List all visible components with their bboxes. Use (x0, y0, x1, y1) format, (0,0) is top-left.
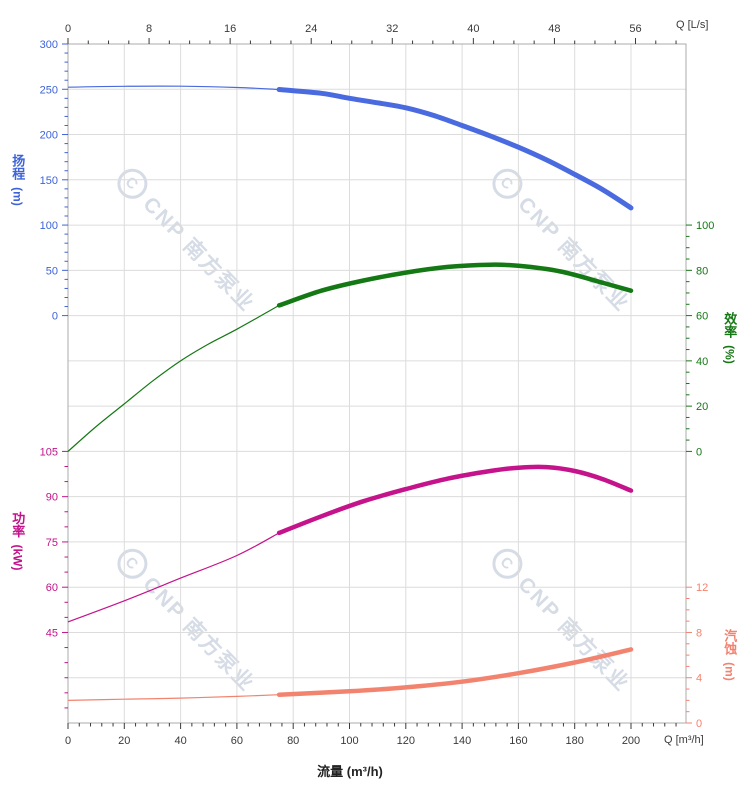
x-axis-title: 流量 (m³/h) (317, 764, 383, 779)
tick-label-head: 0 (52, 311, 58, 323)
y-axis-title-head: 扬程 (m) (10, 154, 26, 206)
tick-label-x-top: 8 (146, 23, 152, 35)
tick-label-efficiency: 40 (696, 356, 708, 368)
tick-label-head: 50 (46, 265, 58, 277)
tick-label-x-bottom: 180 (566, 735, 584, 747)
curve-efficiency-thin (67, 304, 280, 452)
tick-label-x-top: 40 (467, 23, 479, 35)
tick-label-x-top: 24 (305, 23, 317, 35)
tick-label-x-bottom: 40 (174, 735, 186, 747)
plot-border (67, 43, 687, 724)
y-axis-title-npsh: 汽蚀 (m) (722, 629, 738, 681)
tick-label-power: 90 (46, 492, 58, 504)
tick-label-x-bottom: 0 (65, 735, 71, 747)
tick-label-x-top: 56 (629, 23, 641, 35)
tick-label-x-bottom: 140 (453, 735, 471, 747)
tick-label-x-bottom: 60 (231, 735, 243, 747)
y-axis-title-efficiency: 效率 (%) (722, 312, 738, 364)
x-axis-bottom-unit-label: Q [m³/h] (664, 734, 704, 746)
tick-label-x-bottom: 100 (340, 735, 358, 747)
y-axis-title-text: 功率 (10, 511, 26, 538)
tick-label-npsh: 0 (696, 718, 702, 730)
tick-label-x-bottom: 200 (622, 735, 640, 747)
y-axis-title-text: 效率 (722, 312, 738, 339)
y-axis-unit-text: (m) (10, 187, 25, 206)
y-axis-title-power: 功率 (kW) (10, 511, 26, 571)
tick-label-x-bottom: 160 (509, 735, 527, 747)
tick-label-head: 300 (40, 39, 58, 51)
tick-label-x-bottom: 80 (287, 735, 299, 747)
curve-power-thin (67, 532, 280, 623)
tick-label-x-bottom: 20 (118, 735, 130, 747)
curve-efficiency-thick (276, 262, 634, 308)
tick-label-head: 200 (40, 130, 58, 142)
x-axis-top-unit-label: Q [L/s] (676, 19, 709, 31)
tick-label-x-bottom: 120 (397, 735, 415, 747)
curve-npsh-thick (276, 647, 634, 697)
curve-power-thick (276, 464, 634, 536)
tick-label-x-top: 0 (65, 23, 71, 35)
tick-label-head: 150 (40, 175, 58, 187)
tick-label-npsh: 12 (696, 582, 708, 594)
tick-label-power: 105 (40, 446, 58, 458)
y-axis-unit-text: (m) (722, 662, 737, 681)
tick-label-npsh: 4 (696, 673, 702, 685)
tick-label-power: 45 (46, 627, 58, 639)
tick-label-power: 75 (46, 537, 58, 549)
tick-label-npsh: 8 (696, 627, 702, 639)
tick-label-efficiency: 60 (696, 311, 708, 323)
tick-label-efficiency: 100 (696, 220, 714, 232)
curve-npsh-thin (67, 694, 280, 701)
tick-label-x-top: 32 (386, 23, 398, 35)
tick-label-efficiency: 80 (696, 265, 708, 277)
tick-label-head: 250 (40, 84, 58, 96)
tick-label-efficiency: 0 (696, 446, 702, 458)
y-axis-unit-text: (kW) (10, 544, 25, 571)
y-axis-title-text: 扬程 (10, 154, 26, 181)
curve-head-thick (276, 87, 634, 211)
tick-label-x-top: 16 (224, 23, 236, 35)
tick-label-x-top: 48 (548, 23, 560, 35)
tick-label-efficiency: 20 (696, 401, 708, 413)
y-axis-unit-text: (%) (722, 345, 737, 364)
tick-label-power: 60 (46, 582, 58, 594)
curve-head-thin (67, 85, 280, 91)
y-axis-title-text: 汽蚀 (722, 629, 738, 656)
tick-label-head: 100 (40, 220, 58, 232)
